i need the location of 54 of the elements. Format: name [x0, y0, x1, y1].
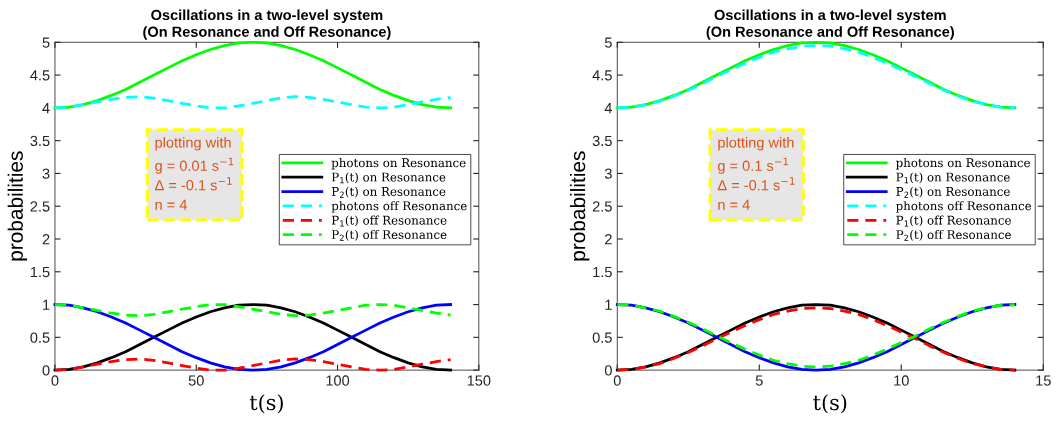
y-tick-label: 2 [605, 234, 612, 245]
y-tick-label: 2.5 [592, 201, 612, 212]
x-tick-label: 150 [467, 375, 491, 386]
chart-title: Oscillations in a two-level system (On Resonance and Off Resonance) [143, 9, 391, 40]
line-series [53, 303, 452, 318]
y-tick-label: 5 [42, 37, 50, 48]
legend-label: P$_{2}$(t) on Resonance [331, 186, 446, 198]
x-tick-label: 10 [894, 375, 909, 386]
y-tick-label: 2 [42, 234, 50, 245]
y-tick-label: 3 [604, 168, 612, 179]
y-tick-label: 2.5 [30, 201, 50, 212]
y-tick-label: 1 [605, 299, 612, 310]
y-tick-label: 3.5 [592, 135, 612, 147]
y-tick-label: 0 [604, 365, 612, 376]
line-series [53, 357, 452, 372]
x-tick-label: 0 [613, 375, 621, 386]
legend-label: photons on Resonance [896, 158, 1030, 170]
legend-label: P$_{2}$(t) on Resonance [896, 186, 1010, 198]
x-tick-label: 100 [326, 375, 350, 386]
legend-label: P$_{2}$(t) off Resonance [896, 229, 1011, 241]
chart-title: Oscillations in a two-level system (On Resonance and Off Resonance) [706, 9, 954, 40]
x-tick-label: 15 [1036, 375, 1051, 386]
y-tick-label: 3.5 [30, 135, 50, 147]
legend-label: P$_{2}$(t) off Resonance [331, 229, 447, 241]
y-axis-title: probabilities [7, 151, 28, 261]
x-axis-title: t(s) [249, 394, 283, 414]
x-axis-title: t(s) [813, 394, 847, 414]
y-tick-label: 0.5 [592, 332, 612, 343]
line-series [53, 40, 452, 110]
legend-label: P$_{1}$(t) off Resonance [896, 215, 1011, 227]
x-tick-label: 0 [51, 375, 59, 386]
y-tick-label: 1 [43, 299, 50, 310]
y-tick-label: 4 [42, 103, 50, 114]
y-tick-label: 5 [604, 37, 612, 48]
legend-label: P$_{1}$(t) on Resonance [331, 172, 446, 184]
text: plotting with g = 0.01 s$^{−1}$ Δ = -0.1 s$^{−1}$ n = 4 [155, 136, 234, 210]
y-tick-label: 1.5 [593, 267, 612, 278]
legend-label: photons off Resonance [331, 201, 467, 213]
y-tick-label: 4.5 [30, 70, 50, 81]
y-tick-label: 4.5 [592, 70, 612, 81]
y-tick-label: 3 [42, 168, 50, 179]
y-tick-label: 0.5 [30, 332, 50, 343]
legend-label: P$_{1}$(t) on Resonance [896, 172, 1010, 184]
text: plotting with g = 0.1 s$^{−1}$ Δ = -0.1 s$^{−1}$ n = 4 [717, 136, 795, 210]
x-tick-label: 50 [188, 375, 204, 386]
x-tick-label: 5 [755, 375, 763, 386]
y-tick-label: 4 [604, 103, 612, 114]
legend-label: P$_{1}$(t) off Resonance [331, 215, 447, 227]
y-tick-label: 1.5 [30, 267, 50, 278]
y-tick-label: 0 [42, 365, 50, 376]
y-axis-title: probabilities [569, 151, 590, 261]
legend-label: photons off Resonance [896, 201, 1032, 213]
legend-label: photons on Resonance [331, 158, 466, 170]
line-series [53, 95, 452, 110]
